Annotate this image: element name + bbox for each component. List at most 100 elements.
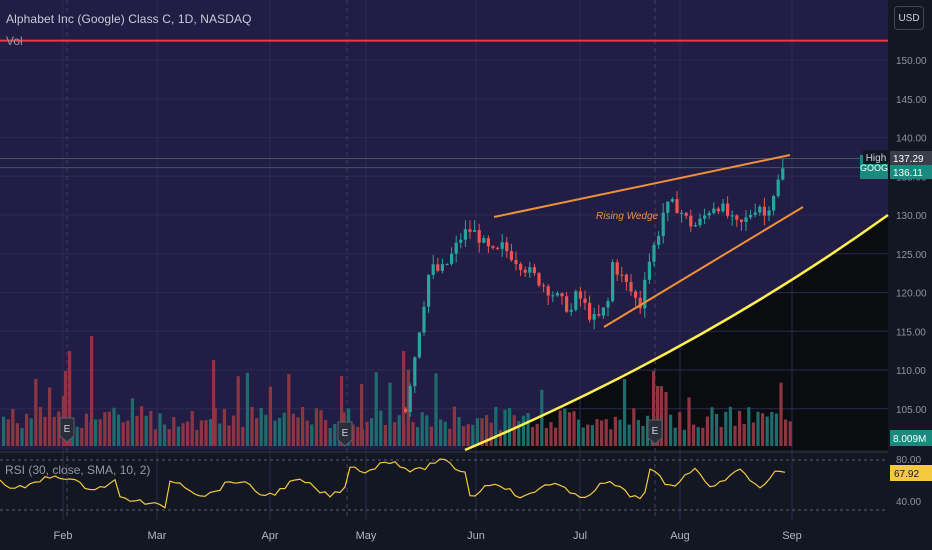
volume-bar (751, 422, 755, 446)
volume-bar (232, 415, 236, 446)
candle-body (767, 210, 771, 216)
volume-bar (52, 416, 56, 446)
volume-bar (149, 410, 153, 446)
candle-body (463, 229, 467, 240)
volume-bar (245, 372, 249, 446)
volume-bar (411, 421, 415, 446)
volume-bar (480, 418, 484, 446)
volume-bar (600, 420, 604, 446)
volume-bar (34, 378, 38, 446)
volume-bar (416, 427, 420, 446)
volume-bar (687, 397, 691, 446)
volume-bar (632, 408, 636, 446)
volume-bar (213, 407, 217, 446)
volume-bar (434, 373, 438, 446)
volume-bar (742, 424, 746, 446)
volume-bar (627, 424, 631, 446)
volume-bar (498, 429, 502, 446)
volume-bar (319, 410, 323, 446)
candle-body (721, 203, 725, 212)
volume-bar (195, 429, 199, 446)
candle-body (772, 196, 776, 211)
volume-bar (282, 412, 286, 446)
volume-bar (609, 429, 613, 446)
candle-body (776, 179, 780, 197)
month-label: Aug (670, 530, 690, 542)
volume-bar (181, 423, 185, 446)
volume-bar (107, 411, 111, 446)
candle-body (519, 263, 523, 270)
price-tick-label: 140.00 (896, 134, 927, 145)
volume-bar (439, 419, 443, 446)
candle-body (551, 295, 555, 297)
volume-bar (351, 424, 355, 446)
volume-bar (287, 374, 291, 446)
candle-body (744, 217, 748, 222)
volume-badge (890, 430, 932, 446)
volume-bar (48, 387, 52, 446)
candle-body (422, 306, 426, 333)
candle-body (509, 251, 513, 261)
volume-bar (80, 427, 84, 446)
volume-bar (788, 421, 792, 446)
month-label: Apr (261, 530, 278, 542)
candle-body (629, 282, 633, 292)
last-value-tag (890, 165, 932, 179)
candle-body (657, 236, 661, 245)
volume-bar (291, 413, 295, 446)
volume-bar (135, 415, 139, 446)
price-axis-bar (888, 0, 932, 550)
volume-badge-label: 8.009M (893, 434, 926, 445)
volume-bar (544, 428, 548, 446)
volume-bar (324, 419, 328, 446)
volume-bar (558, 410, 562, 446)
earnings-marker-label: E (652, 426, 659, 437)
volume-bar (669, 414, 673, 446)
volume-bar (682, 429, 686, 446)
earnings-marker-label: E (64, 424, 71, 435)
volume-bar (25, 413, 29, 446)
volume-bar (268, 386, 272, 446)
last-price-symbol: GOOG (860, 163, 888, 173)
volume-bar (144, 415, 148, 446)
volume-bar (641, 425, 645, 446)
volume-bar (172, 417, 176, 446)
high-value-tag (890, 151, 932, 165)
volume-bar (397, 415, 401, 446)
volume-bar (443, 421, 447, 446)
volume-bar (521, 415, 525, 446)
candle-body (486, 238, 490, 247)
volume-bar (590, 425, 594, 446)
volume-bar (340, 376, 344, 446)
candle-body (762, 206, 766, 216)
candle-body (615, 262, 619, 275)
volume-bar (57, 411, 61, 446)
candle-body (739, 219, 743, 222)
volume-bar (774, 413, 778, 446)
candle-body (652, 244, 656, 262)
volume-bar (68, 351, 72, 446)
volume-bar (673, 427, 677, 446)
month-label: Feb (54, 530, 73, 542)
candle-body (417, 332, 421, 358)
volume-bar (526, 413, 530, 446)
candle-body (611, 262, 615, 302)
volume-bar (121, 422, 125, 446)
volume-bar (264, 414, 268, 446)
rsi-value-tag (890, 465, 932, 481)
currency-button[interactable]: USD (894, 6, 924, 30)
candle-body (730, 215, 734, 217)
volume-bar (130, 398, 134, 446)
volume-bar (38, 407, 42, 446)
candle-body (643, 279, 647, 309)
volume-bar (549, 422, 553, 446)
price-tick-label: 145.00 (896, 95, 927, 106)
candle-body (578, 291, 582, 299)
volume-bar (572, 411, 576, 446)
volume-bar (360, 384, 364, 446)
candle-body (707, 212, 711, 216)
volume-bar (241, 427, 245, 446)
price-tick-label: 120.00 (896, 289, 927, 300)
time-axis-bar (0, 520, 932, 550)
